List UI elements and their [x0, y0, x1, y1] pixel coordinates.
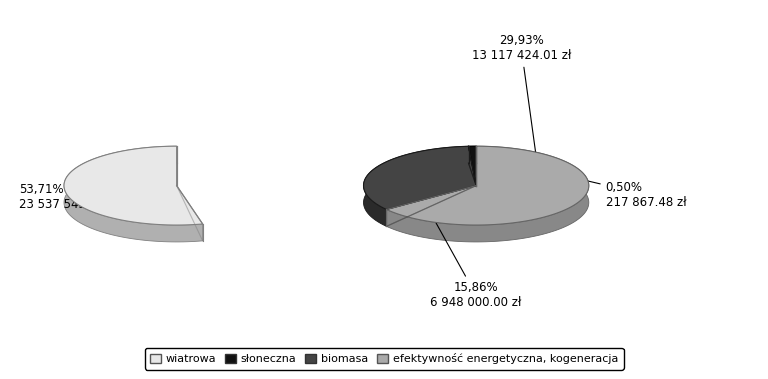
- Polygon shape: [177, 146, 290, 224]
- Polygon shape: [177, 146, 290, 241]
- Polygon shape: [386, 146, 589, 242]
- Polygon shape: [468, 146, 476, 163]
- Polygon shape: [64, 146, 203, 242]
- Text: 29,93%
13 117 424.01 zł: 29,93% 13 117 424.01 zł: [472, 34, 571, 194]
- Polygon shape: [64, 146, 203, 225]
- Polygon shape: [386, 146, 589, 225]
- Text: 0,50%
217 867.48 zł: 0,50% 217 867.48 zł: [476, 155, 687, 208]
- Polygon shape: [468, 146, 476, 186]
- Polygon shape: [363, 146, 468, 226]
- Text: 53,71%
23 537 543.15 zł: 53,71% 23 537 543.15 zł: [19, 183, 118, 211]
- Text: 15,86%
6 948 000.00 zł: 15,86% 6 948 000.00 zł: [416, 187, 521, 309]
- Polygon shape: [363, 146, 476, 210]
- Legend: wiatrowa, słoneczna, biomasa, efektywność energetyczna, kogeneracja: wiatrowa, słoneczna, biomasa, efektywnoś…: [144, 348, 624, 370]
